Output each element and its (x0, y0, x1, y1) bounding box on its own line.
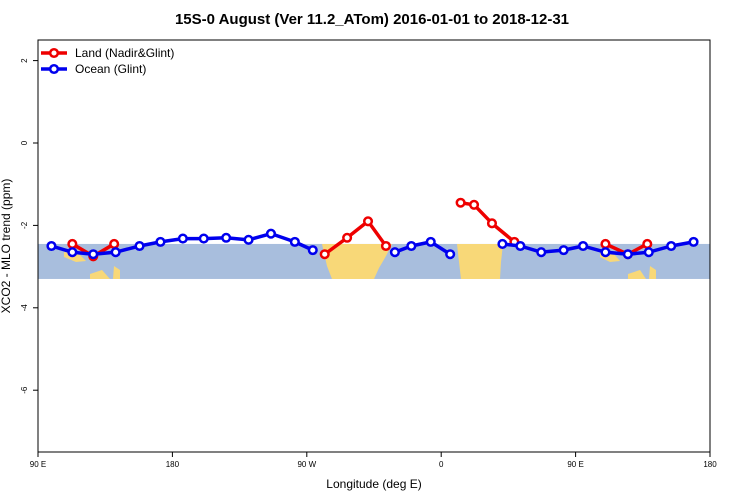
south-america (322, 244, 392, 279)
y-tick-label-4: -6 (20, 386, 29, 394)
x-tick-label-3: 0 (439, 460, 444, 469)
y-axis-label: XCO2 - MLO trend (ppm) (0, 179, 13, 314)
x-axis: 90 E 180 90 W 0 90 E 180 (30, 452, 717, 469)
series-1-line-1 (394, 240, 452, 256)
series-1-point-20 (558, 245, 569, 256)
series-0-point-2 (109, 238, 120, 249)
africa (457, 244, 503, 279)
plot-frame (37, 39, 711, 453)
series-0-point-7 (455, 197, 466, 208)
series-1-point-19 (536, 247, 547, 258)
series-1-point-16 (445, 249, 456, 260)
australia-north-east (628, 270, 646, 279)
series-1-point-23 (622, 249, 633, 260)
cape-york-east (649, 266, 656, 279)
legend-marker-1 (48, 63, 60, 75)
series-1-point-4 (134, 240, 145, 252)
x-tick-label-4: 90 E (567, 460, 583, 469)
series-0-line-2 (460, 201, 516, 244)
series-1 (46, 228, 699, 260)
y-tick-label-3: -4 (20, 304, 29, 312)
legend-label-1: Ocean (Glint) (75, 62, 146, 76)
series-1-point-26 (688, 236, 699, 247)
series-0-line-1 (323, 219, 388, 256)
series-1-point-0 (46, 240, 57, 252)
series-1-point-11 (289, 236, 300, 247)
series-0-point-6 (380, 240, 391, 252)
series-1-point-1 (67, 247, 78, 258)
series-1-point-25 (666, 240, 677, 252)
series-0-point-0 (67, 238, 78, 249)
series-layer (46, 197, 699, 262)
series-1-point-12 (307, 245, 318, 256)
series-1-point-8 (221, 232, 232, 243)
series-1-point-13 (389, 247, 400, 258)
australia-north-west (90, 270, 110, 279)
x-tick-label-5: 180 (703, 460, 717, 469)
series-1-point-15 (425, 236, 436, 247)
y-tick-label-2: -2 (20, 221, 29, 229)
series-1-point-6 (177, 233, 188, 244)
legend-marker-0 (48, 47, 60, 59)
legend: Land (Nadir&Glint) Ocean (Glint) (41, 46, 174, 76)
x-tick-label-0: 90 E (30, 460, 46, 469)
legend-label-0: Land (Nadir&Glint) (75, 46, 174, 60)
chart-title: 15S-0 August (Ver 11.2_ATom) 2016-01-01 … (175, 11, 569, 28)
x-tick-label-1: 180 (166, 460, 180, 469)
series-1-point-24 (643, 247, 654, 258)
series-1-point-5 (155, 236, 166, 247)
x-axis-label: Longitude (deg E) (326, 477, 421, 491)
series-0-point-4 (342, 232, 353, 243)
y-axis: 2 0 -2 -4 -6 (20, 58, 38, 394)
y-tick-label-0: 2 (20, 58, 29, 63)
series-1-point-18 (515, 240, 526, 252)
series-1-point-2 (88, 249, 99, 260)
series-0-point-8 (469, 199, 480, 210)
series-1-line-2 (502, 240, 694, 256)
series-1-point-21 (578, 240, 589, 252)
series-1-point-9 (243, 234, 254, 245)
series-0-point-5 (362, 216, 374, 227)
series-1-point-14 (406, 240, 417, 252)
series-0-point-13 (642, 238, 653, 249)
y-tick-label-1: 0 (20, 140, 29, 145)
series-1-point-22 (600, 247, 611, 258)
x-tick-label-2: 90 W (297, 460, 316, 469)
series-1-point-17 (497, 238, 508, 249)
australia-north-east-west (113, 266, 120, 279)
series-1-point-3 (110, 247, 121, 258)
series-0-point-11 (600, 238, 611, 249)
series-0-point-3 (319, 249, 330, 260)
series-0-point-9 (486, 218, 498, 229)
series-1-point-10 (265, 228, 277, 239)
series-1-point-7 (198, 233, 209, 244)
